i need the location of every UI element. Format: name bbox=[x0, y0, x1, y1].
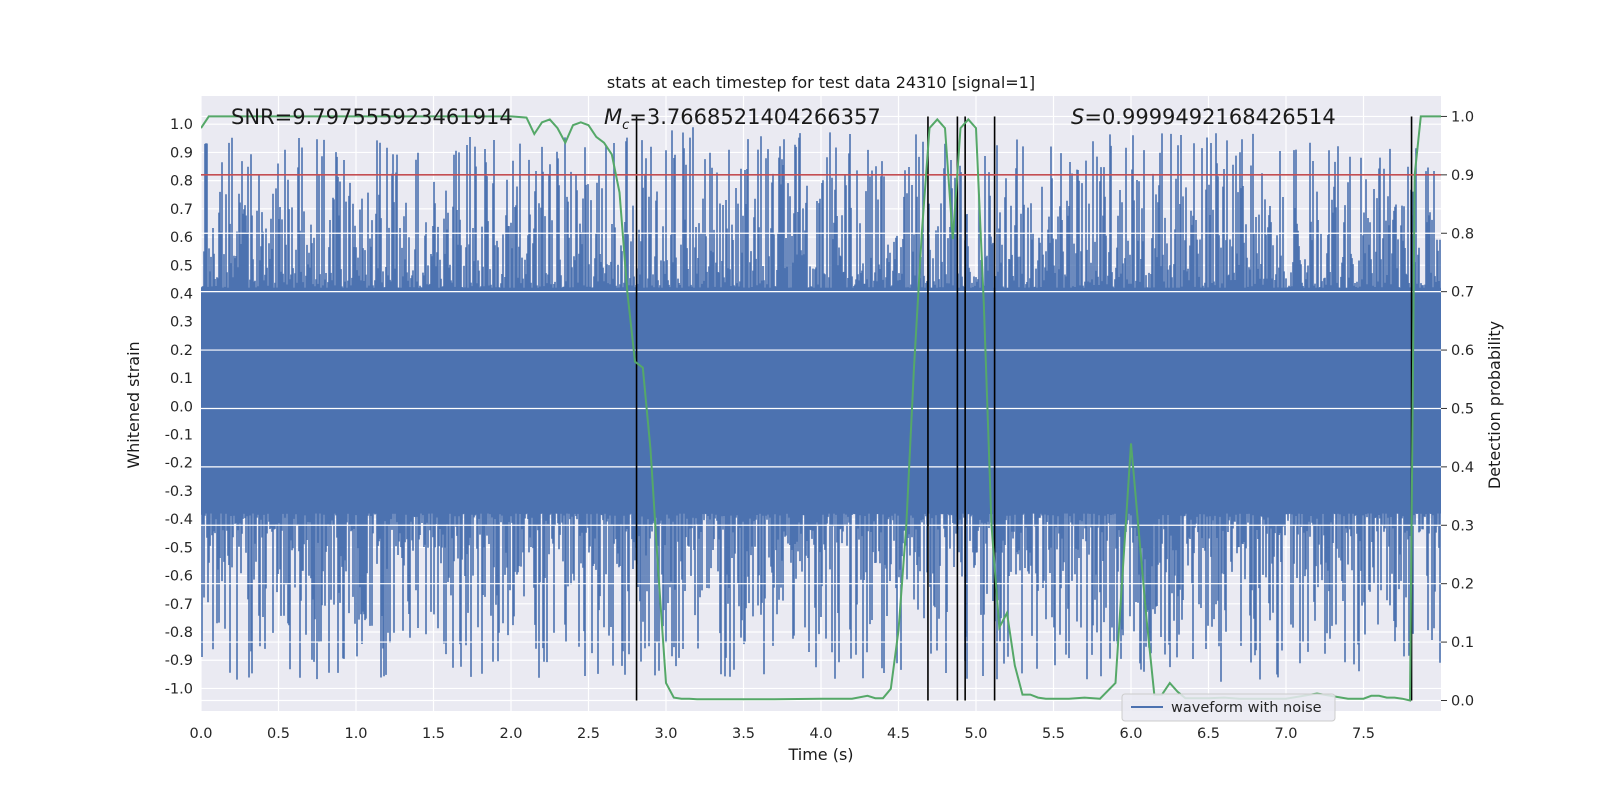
y-tick-label: -0.5 bbox=[165, 540, 193, 556]
y-tick-label: -0.3 bbox=[165, 484, 193, 500]
s-value: =0.9999492168426514 bbox=[1084, 105, 1335, 129]
x-tick-label: 5.0 bbox=[964, 726, 987, 742]
y-tick-label: 0.7 bbox=[170, 202, 193, 218]
x-tick-label: 1.5 bbox=[422, 726, 445, 742]
y-tick-labels: 1.0 0.9 0.8 0.7 0.6 0.5 0.4 0.3 0.2 0.1 0.0 -0.1 -0.… bbox=[165, 117, 193, 697]
x-tick-label: 7.5 bbox=[1352, 726, 1375, 742]
y-axis-label: Whitened strain bbox=[124, 341, 143, 468]
y-tick-label: 1.0 bbox=[170, 117, 193, 133]
waveform-dense-band bbox=[201, 287, 1441, 514]
chart-title: stats at each timestep for test data 243… bbox=[607, 73, 1035, 92]
y2-tick-label: 0.1 bbox=[1451, 635, 1474, 651]
y-tick-label: -0.2 bbox=[165, 456, 193, 472]
y2-tick-labels: 1.0 0.9 0.8 0.7 0.6 0.5 0.4 0.3 0.2 0.1 0.0 bbox=[1441, 109, 1474, 709]
legend: waveform with noise bbox=[1121, 693, 1336, 722]
y2-tick-label: 0.6 bbox=[1451, 343, 1474, 359]
x-tick-label: 1.0 bbox=[344, 726, 367, 742]
y2-tick-label: 0.7 bbox=[1451, 285, 1474, 301]
y2-tick-label: 1.0 bbox=[1451, 109, 1474, 125]
y-tick-label: -0.8 bbox=[165, 625, 193, 641]
y2-tick-label: 0.0 bbox=[1451, 693, 1474, 709]
y2-tick-label: 0.8 bbox=[1451, 226, 1474, 242]
x-tick-label: 2.5 bbox=[577, 726, 600, 742]
y-tick-label: -0.6 bbox=[165, 569, 193, 585]
y-tick-label: 0.1 bbox=[170, 371, 193, 387]
x-tick-label: 7.0 bbox=[1274, 726, 1297, 742]
y-tick-label: -0.9 bbox=[165, 653, 193, 669]
x-tick-label: 0.5 bbox=[267, 726, 290, 742]
x-tick-labels: 0.0 0.5 1.0 1.5 2.0 2.5 3.0 3.5 4.0 4.5 5.0 5.5 6.0 6… bbox=[189, 726, 1375, 742]
y2-tick-label: 0.5 bbox=[1451, 401, 1474, 417]
y2-axis-label: Detection probability bbox=[1485, 321, 1504, 489]
chirp-mass-subscript: c bbox=[622, 118, 629, 133]
x-tick-label: 0.0 bbox=[189, 726, 212, 742]
x-tick-label: 5.5 bbox=[1042, 726, 1065, 742]
x-tick-label: 3.5 bbox=[732, 726, 755, 742]
y-tick-label: 0.8 bbox=[170, 174, 193, 190]
y-tick-label: 0.9 bbox=[170, 145, 193, 161]
y-tick-label: 0.5 bbox=[170, 258, 193, 274]
y-tick-label: -0.1 bbox=[165, 428, 193, 444]
y2-tick-label: 0.9 bbox=[1451, 168, 1474, 184]
waveform-series bbox=[201, 127, 1441, 682]
y-tick-label: 0.2 bbox=[170, 343, 193, 359]
y2-tick-label: 0.2 bbox=[1451, 577, 1474, 593]
x-tick-label: 4.5 bbox=[887, 726, 910, 742]
s-annotation: S=0.9999492168426514 bbox=[1071, 105, 1336, 129]
x-axis-label: Time (s) bbox=[787, 745, 853, 764]
y-tick-label: 0.0 bbox=[170, 399, 193, 415]
snr-annotation: SNR=9.797555923461914 bbox=[231, 105, 513, 129]
x-tick-label: 4.0 bbox=[809, 726, 832, 742]
legend-box bbox=[1121, 693, 1336, 722]
y2-tick-label: 0.4 bbox=[1451, 460, 1474, 476]
y-tick-label: -1.0 bbox=[165, 681, 193, 697]
chirp-mass-value: =3.7668521404266357 bbox=[629, 105, 880, 129]
x-tick-label: 6.0 bbox=[1119, 726, 1142, 742]
x-tick-label: 6.5 bbox=[1197, 726, 1220, 742]
legend-label: waveform with noise bbox=[1171, 700, 1322, 716]
x-tick-label: 2.0 bbox=[499, 726, 522, 742]
y-tick-label: 0.4 bbox=[170, 286, 193, 302]
marker-lines bbox=[635, 116, 1413, 701]
y-tick-label: -0.7 bbox=[165, 597, 193, 613]
y-tick-label: -0.4 bbox=[165, 512, 193, 528]
y-tick-label: 0.3 bbox=[170, 315, 193, 331]
y2-tick-label: 0.3 bbox=[1451, 518, 1474, 534]
s-symbol: S bbox=[1071, 105, 1084, 129]
chirp-mass-symbol: M bbox=[604, 105, 622, 129]
y-tick-label: 0.6 bbox=[170, 230, 193, 246]
x-tick-label: 3.0 bbox=[654, 726, 677, 742]
chirp-mass-annotation: Mc=3.7668521404266357 bbox=[604, 105, 881, 133]
